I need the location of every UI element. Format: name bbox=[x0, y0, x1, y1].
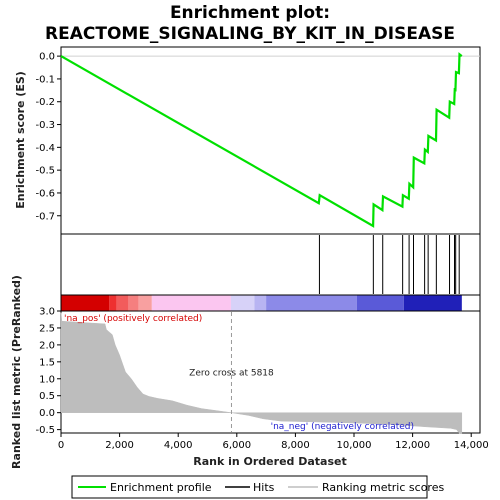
x-tick-label: 8,000 bbox=[281, 440, 310, 451]
positive-correlation-label: 'na_pos' (positively correlated) bbox=[64, 314, 202, 324]
es-y-tick-label: -0.5 bbox=[35, 166, 55, 177]
es-y-tick-label: -0.1 bbox=[35, 74, 55, 85]
rank-y-axis-label: Ranked list metric (PreRanked) bbox=[10, 275, 23, 469]
color-bar-segment bbox=[138, 295, 152, 311]
rank-y-tick-label: 1.0 bbox=[39, 374, 55, 385]
es-y-tick-label: 0.0 bbox=[39, 52, 55, 63]
chart-title-line2: REACTOME_SIGNALING_BY_KIT_IN_DISEASE bbox=[45, 24, 455, 44]
rank-y-tick-label: -0.5 bbox=[35, 425, 55, 436]
es-y-axis-label: Enrichment score (ES) bbox=[14, 71, 27, 209]
rank-y-tick-label: 2.5 bbox=[39, 323, 55, 334]
color-bar-segment bbox=[230, 295, 255, 311]
x-tick-label: 14,000 bbox=[454, 440, 489, 451]
legend-label-enrichment-profile: Enrichment profile bbox=[110, 481, 212, 494]
x-tick-label: 12,000 bbox=[395, 440, 430, 451]
rank-y-tick-label: 0.5 bbox=[39, 391, 55, 402]
x-axis: 0 2,000 4,000 6,000 8,000 10,000 12,000 14,000 bbox=[58, 433, 489, 451]
rank-color-bar bbox=[61, 295, 462, 311]
rank-y-axis: 3.0 2.5 2.0 1.5 1.0 0.5 0.0 -0.5 bbox=[35, 307, 61, 436]
es-panel-frame bbox=[60, 46, 481, 235]
negative-correlation-label: 'na_neg' (negatively correlated) bbox=[271, 422, 414, 432]
chart-title-line1: Enrichment plot: bbox=[170, 3, 330, 23]
color-bar-segment bbox=[254, 295, 267, 311]
es-y-tick-label: -0.2 bbox=[35, 97, 55, 108]
es-y-tick-label: -0.7 bbox=[35, 211, 55, 222]
rank-y-tick-label: 0.0 bbox=[39, 408, 55, 419]
rank-y-tick-label: 2.0 bbox=[39, 340, 55, 351]
color-bar-segment bbox=[151, 295, 231, 311]
rank-y-tick-label: 1.5 bbox=[39, 357, 55, 368]
rank-metric-series bbox=[60, 312, 463, 434]
color-bar-segment bbox=[116, 295, 129, 311]
zero-cross-label: Zero cross at 5818 bbox=[189, 368, 274, 378]
hits-panel-frame bbox=[60, 233, 481, 296]
x-tick-label: 6,000 bbox=[222, 440, 251, 451]
es-line-series bbox=[60, 52, 463, 228]
legend-label-hits: Hits bbox=[253, 481, 275, 494]
x-tick-label: 2,000 bbox=[105, 440, 134, 451]
rank-y-tick-label: 3.0 bbox=[39, 307, 55, 318]
x-tick-label: 4,000 bbox=[164, 440, 193, 451]
es-y-tick-label: -0.4 bbox=[35, 143, 55, 154]
hits-series bbox=[318, 235, 460, 294]
x-tick-label: 0 bbox=[58, 440, 64, 451]
es-y-tick-label: -0.6 bbox=[35, 188, 55, 199]
color-bar-segment bbox=[356, 295, 404, 311]
legend-label-ranking-metric: Ranking metric scores bbox=[322, 481, 444, 494]
es-y-tick-label: -0.3 bbox=[35, 120, 55, 131]
color-bar-segment bbox=[128, 295, 139, 311]
color-bar-segment bbox=[61, 295, 110, 311]
color-bar-segment bbox=[403, 295, 462, 311]
color-bar-segment bbox=[266, 295, 357, 311]
es-profile-line bbox=[60, 52, 463, 228]
x-tick-label: 10,000 bbox=[337, 440, 372, 451]
x-axis-label: Rank in Ordered Dataset bbox=[193, 455, 347, 468]
rank-metric-area bbox=[60, 312, 463, 434]
es-y-axis: 0.0 -0.1 -0.2 -0.3 -0.4 -0.5 -0.6 -0.7 bbox=[35, 52, 61, 222]
color-bar-segment bbox=[109, 295, 117, 311]
